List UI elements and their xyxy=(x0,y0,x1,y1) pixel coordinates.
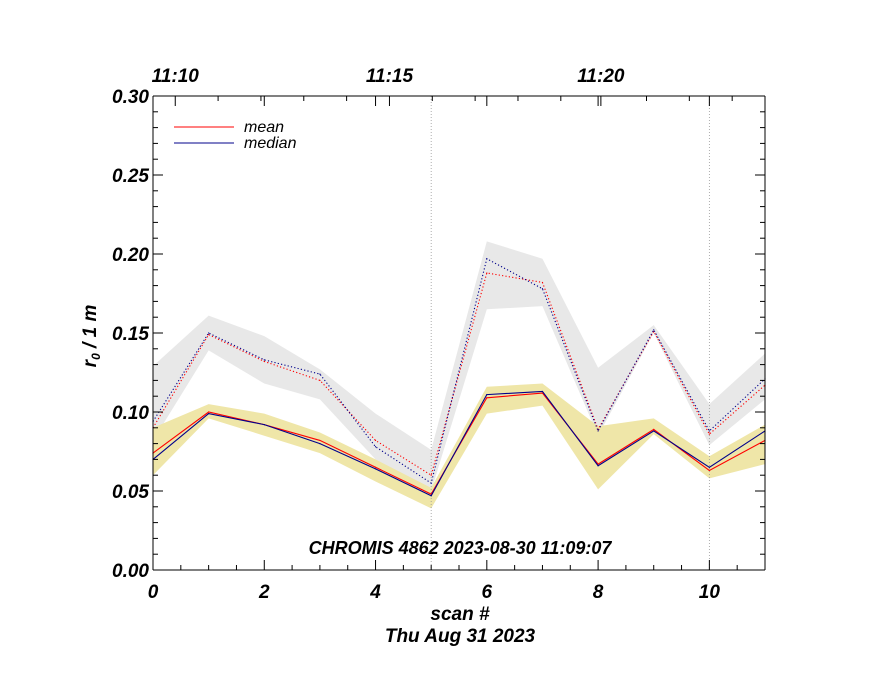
tick-marks xyxy=(152,95,766,571)
y-tick-label-0.1: 0.10 xyxy=(112,403,149,424)
y-tick-label-0: 0.00 xyxy=(112,561,149,582)
point-solid-mean-6 xyxy=(486,397,488,399)
point-dotted-mean-10 xyxy=(708,433,710,435)
y-tick-label-0.25: 0.25 xyxy=(112,166,149,187)
tick-labels: 0 2 4 6 8 10 0.00 0.05 0.10 0.15 0.20 0.25 0.3011:10… xyxy=(112,66,720,603)
uncertainty-bands xyxy=(153,241,765,509)
series-line-dotted-mean xyxy=(152,272,766,477)
chart-annotation: CHROMIS 4862 2023-08-30 11:09:07 xyxy=(309,538,613,558)
point-solid-median-2 xyxy=(263,424,265,426)
point-dotted-median-7 xyxy=(541,288,544,290)
x-tick-label-8: 8 xyxy=(593,582,604,603)
point-dotted-mean-6 xyxy=(486,272,488,274)
date-label: Thu Aug 31 2023 xyxy=(385,626,536,647)
point-solid-median-7 xyxy=(541,390,544,393)
point-dotted-mean-3 xyxy=(319,379,321,381)
legend-label-mean: mean xyxy=(244,119,284,136)
point-solid-median-6 xyxy=(486,394,488,396)
point-dotted-mean-2 xyxy=(263,360,265,363)
series-line-dotted-median xyxy=(152,257,766,484)
y-tick-label-0.3: 0.30 xyxy=(112,87,149,108)
top-time-label-2: 11:20 xyxy=(577,66,625,87)
x-axis-title: scan # xyxy=(430,604,490,625)
y-axis-title-subscript: 0 xyxy=(89,353,103,360)
x-tick-label-6: 6 xyxy=(482,582,493,603)
point-dotted-mean-1 xyxy=(208,333,210,336)
legend: mean median xyxy=(174,119,297,152)
series-line-solid-median xyxy=(152,390,766,497)
point-solid-mean-3 xyxy=(319,439,321,442)
band-0 xyxy=(153,241,765,491)
point-solid-median-8 xyxy=(597,465,599,467)
point-solid-median-3 xyxy=(319,443,321,445)
point-solid-median-10 xyxy=(708,466,710,468)
y-tick-label-0.2: 0.20 xyxy=(112,245,149,266)
point-dotted-median-3 xyxy=(319,373,321,375)
vertical-guides xyxy=(430,96,710,570)
x-tick-label-10: 10 xyxy=(699,582,721,603)
point-solid-median-4 xyxy=(374,468,377,470)
x-tick-label-2: 2 xyxy=(258,582,270,603)
point-solid-mean-9 xyxy=(653,428,655,430)
y-axis-title-r: r xyxy=(80,358,101,367)
point-dotted-median-2 xyxy=(263,359,265,361)
point-solid-mean-4 xyxy=(374,466,377,468)
y-axis-title: r0 / 1 m xyxy=(80,305,103,368)
x-tick-label-4: 4 xyxy=(369,582,381,603)
point-solid-median-9 xyxy=(653,430,655,432)
point-dotted-median-9 xyxy=(653,329,655,331)
y-tick-label-0.05: 0.05 xyxy=(112,482,149,503)
point-solid-mean-1 xyxy=(208,411,210,413)
point-dotted-mean-5 xyxy=(430,474,432,476)
point-dotted-median-5 xyxy=(430,482,432,484)
point-solid-median-1 xyxy=(208,412,210,415)
top-time-label-0: 11:10 xyxy=(152,66,200,87)
point-dotted-mean-4 xyxy=(374,439,377,442)
point-solid-mean-10 xyxy=(708,469,710,472)
point-dotted-median-6 xyxy=(486,258,488,260)
point-dotted-median-1 xyxy=(208,332,210,334)
point-dotted-mean-7 xyxy=(541,281,544,284)
point-dotted-median-10 xyxy=(708,430,710,432)
top-time-label-1: 11:15 xyxy=(366,66,414,87)
point-dotted-median-4 xyxy=(374,446,377,448)
point-solid-median-5 xyxy=(430,495,432,497)
y-axis-title-unit: / 1 m xyxy=(80,305,101,354)
point-dotted-median-8 xyxy=(597,430,599,432)
y-tick-label-0.15: 0.15 xyxy=(112,324,149,345)
x-tick-label-0: 0 xyxy=(148,582,159,603)
legend-label-median: median xyxy=(244,135,297,152)
